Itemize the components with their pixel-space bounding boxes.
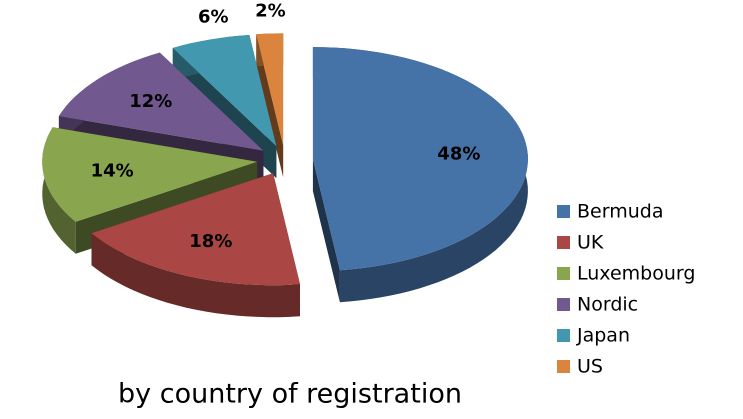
legend-swatch bbox=[557, 298, 570, 311]
slice bbox=[256, 33, 284, 146]
slice-side bbox=[91, 233, 300, 318]
legend-label: UK bbox=[577, 232, 604, 254]
data-label: 12% bbox=[129, 91, 172, 112]
legend-label: Bermuda bbox=[577, 201, 663, 223]
data-label: 48% bbox=[437, 143, 480, 164]
legend-label: Japan bbox=[576, 325, 630, 347]
legend-label: US bbox=[577, 356, 603, 378]
legend-swatch bbox=[557, 329, 570, 342]
chart-title: by country of registration bbox=[118, 379, 462, 410]
legend-swatch bbox=[557, 236, 570, 249]
legend-swatch bbox=[557, 360, 570, 373]
legend-swatch bbox=[557, 267, 570, 280]
slice bbox=[58, 52, 264, 151]
slice bbox=[312, 47, 528, 271]
slice-side bbox=[256, 34, 284, 178]
slice bbox=[91, 173, 300, 286]
legend-swatch bbox=[557, 205, 570, 218]
legend-label: Luxembourg bbox=[577, 263, 695, 285]
legend-label: Nordic bbox=[577, 294, 638, 316]
data-label: 2% bbox=[255, 1, 286, 22]
data-label: 18% bbox=[189, 231, 232, 252]
data-label: 6% bbox=[198, 7, 229, 28]
data-label: 14% bbox=[91, 160, 134, 181]
slice bbox=[172, 35, 277, 147]
slice bbox=[42, 127, 258, 222]
slice-side bbox=[312, 159, 340, 303]
